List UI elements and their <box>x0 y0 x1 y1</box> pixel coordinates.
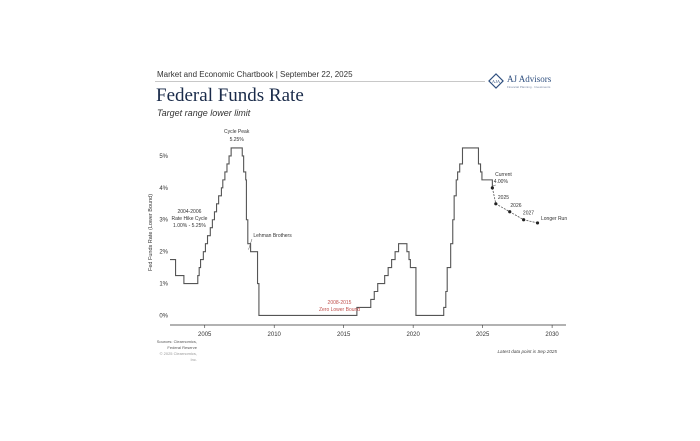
annotation-current: Current <box>495 172 512 178</box>
logo-tagline: Financial Planning · Investments <box>507 85 551 89</box>
x-tick-label: 2015 <box>337 332 351 338</box>
chartbook-header: Market and Economic Chartbook | Septembe… <box>157 70 353 79</box>
sources-note: Sources: Clearnomics, Federal Reserve © … <box>155 339 197 363</box>
current-leader-line <box>492 184 496 187</box>
annotation-2027: 2027 <box>523 211 534 217</box>
logo-name: AJ Advisors <box>507 74 552 84</box>
annotation-longer-run: Longer Run <box>541 216 567 222</box>
annotation-2026: 2026 <box>510 203 521 209</box>
x-tick-label: 2010 <box>268 332 282 338</box>
latest-data-note: Latest data point is Sep 2025 <box>497 349 557 354</box>
brand-logo: AJA AJ Advisors Financial Planning · Inv… <box>488 73 568 93</box>
annotation-hike-cycle-range: 1.00% - 5.25% <box>173 223 206 229</box>
y-tick-label: 5% <box>159 154 168 160</box>
x-tick-label: 2005 <box>198 332 212 338</box>
y-tick-label: 3% <box>159 218 168 224</box>
annotation-hike-cycle: 2004-2006 <box>177 209 201 215</box>
y-axis-label: Fed Funds Rate (Lower Bound) <box>148 194 154 271</box>
projection-marker <box>490 186 494 190</box>
page-subtitle: Target range lower limit <box>157 108 251 118</box>
page-title: Federal Funds Rate <box>156 85 304 106</box>
copyright: © 2025 Clearnomics, Inc. <box>159 351 197 362</box>
projection-marker <box>494 202 498 206</box>
y-tick-label: 1% <box>159 282 168 288</box>
y-tick-label: 0% <box>159 313 168 319</box>
annotation-hike-cycle-label: Rate Hike Cycle <box>172 216 208 222</box>
annotation-lehman: Lehman Brothers <box>253 233 292 239</box>
x-tick-label: 2020 <box>406 332 420 338</box>
sources-line-2: Federal Reserve <box>167 345 197 350</box>
logo-mark-icon: AJA <box>488 73 504 89</box>
annotation-cycle-peak: Cycle Peak <box>224 129 250 135</box>
x-tick-label: 2025 <box>476 332 490 338</box>
y-tick-label: 2% <box>159 250 168 256</box>
lehman-leader-line <box>248 238 253 250</box>
header-divider <box>155 81 485 82</box>
logo-mark-text: AJA <box>492 79 501 84</box>
projection-marker <box>535 221 540 225</box>
annotation-zlb-label: Zero Lower Bound <box>319 307 360 313</box>
projection-marker <box>522 218 526 222</box>
annotation-zlb-years: 2008-2015 <box>328 300 352 306</box>
annotation-2025: 2025 <box>498 195 509 201</box>
y-tick-label: 4% <box>159 186 168 192</box>
annotation-current-value: 4.00% <box>494 179 509 185</box>
sources-line-1: Sources: Clearnomics, <box>156 339 197 344</box>
x-tick-label: 2030 <box>545 332 559 338</box>
fed-funds-rate-line <box>170 147 493 316</box>
projection-marker <box>508 210 512 214</box>
annotation-cycle-peak-value: 5.25% <box>230 137 245 143</box>
